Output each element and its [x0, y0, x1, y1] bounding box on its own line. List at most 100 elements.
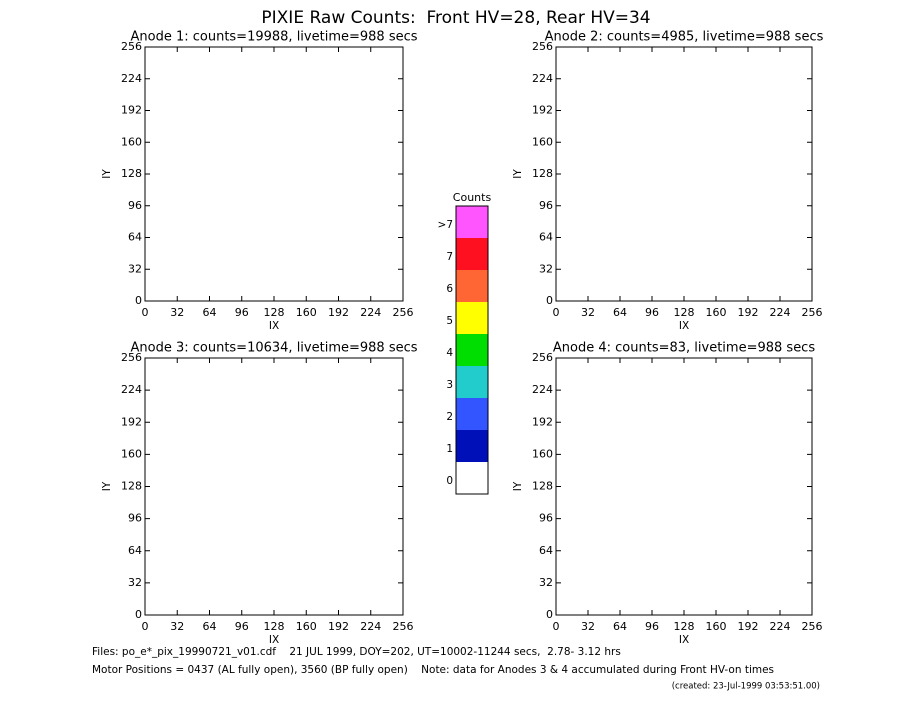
x-tick-label: 256 — [802, 306, 823, 319]
colorbar-frame — [455, 205, 489, 495]
x-tick-label: 32 — [170, 306, 184, 319]
x-tick-label: 256 — [393, 620, 414, 633]
colorbar-cell — [456, 334, 488, 366]
y-tick-label: 96 — [539, 199, 553, 212]
x-tick-label: 0 — [553, 620, 560, 633]
y-tick-label: 96 — [128, 199, 142, 212]
x-tick-label: 128 — [674, 306, 695, 319]
x-tick-label: 0 — [553, 306, 560, 319]
x-tick-label: 192 — [328, 620, 349, 633]
y-tick-label: 0 — [546, 608, 553, 621]
y-tick-label: 224 — [121, 383, 142, 396]
panel-title: Anode 2: counts=4985, livetime=988 secs — [545, 30, 824, 45]
y-tick-label: 192 — [532, 415, 553, 428]
colorbar-label: 2 — [446, 411, 453, 423]
y-axis-label: IY — [101, 481, 113, 491]
y-tick-label: 192 — [121, 104, 142, 117]
colorbar-title: Counts — [453, 191, 492, 204]
x-tick-label: 96 — [235, 620, 249, 633]
y-tick-label: 128 — [121, 167, 142, 180]
y-tick-label: 128 — [121, 480, 142, 493]
colorbar-label: 6 — [446, 283, 453, 295]
y-tick-label: 256 — [121, 40, 142, 53]
colorbar-cell — [456, 270, 488, 302]
y-tick-label: 160 — [532, 135, 553, 148]
y-tick-label: 64 — [539, 544, 553, 557]
x-tick-label: 64 — [203, 620, 217, 633]
y-tick-label: 96 — [128, 512, 142, 525]
colorbar-label: 3 — [446, 379, 453, 391]
x-tick-label: 0 — [142, 306, 149, 319]
x-tick-label: 160 — [296, 306, 317, 319]
x-tick-label: 192 — [328, 306, 349, 319]
x-tick-label: 128 — [264, 306, 285, 319]
y-tick-label: 128 — [532, 480, 553, 493]
plot-frame — [144, 46, 404, 302]
colorbar-label: 1 — [446, 443, 453, 455]
panel-title: Anode 1: counts=19988, livetime=988 secs — [130, 30, 417, 45]
x-tick-label: 224 — [360, 620, 381, 633]
y-tick-label: 64 — [128, 231, 142, 244]
y-tick-label: 160 — [532, 447, 553, 460]
y-tick-label: 192 — [532, 104, 553, 117]
y-tick-label: 256 — [532, 351, 553, 364]
x-axis-label: IX — [679, 634, 689, 646]
x-tick-label: 256 — [802, 620, 823, 633]
y-tick-label: 224 — [121, 72, 142, 85]
plot-frame — [555, 46, 813, 302]
x-tick-label: 64 — [613, 620, 627, 633]
y-tick-label: 0 — [546, 294, 553, 307]
y-tick-label: 224 — [532, 383, 553, 396]
x-tick-label: 128 — [674, 620, 695, 633]
x-tick-label: 32 — [581, 620, 595, 633]
y-tick-label: 160 — [121, 447, 142, 460]
y-tick-label: 96 — [539, 512, 553, 525]
x-tick-label: 96 — [235, 306, 249, 319]
panel-title: Anode 3: counts=10634, livetime=988 secs — [130, 341, 417, 356]
x-tick-label: 96 — [645, 306, 659, 319]
colorbar-cell — [456, 206, 488, 238]
x-tick-label: 0 — [142, 620, 149, 633]
y-tick-label: 32 — [128, 262, 142, 275]
x-tick-label: 224 — [770, 306, 791, 319]
y-tick-label: 192 — [121, 415, 142, 428]
y-tick-label: 32 — [128, 576, 142, 589]
colorbar-cell — [456, 366, 488, 398]
x-tick-label: 224 — [770, 620, 791, 633]
y-tick-label: 0 — [135, 608, 142, 621]
y-axis-label: IY — [101, 169, 113, 179]
colorbar-cell — [456, 238, 488, 270]
x-tick-label: 64 — [203, 306, 217, 319]
y-tick-label: 64 — [128, 544, 142, 557]
y-tick-label: 128 — [532, 167, 553, 180]
y-tick-label: 256 — [121, 351, 142, 364]
x-axis-label: IX — [269, 320, 279, 332]
colorbar-label: >7 — [438, 219, 453, 231]
x-tick-label: 128 — [264, 620, 285, 633]
x-tick-label: 96 — [645, 620, 659, 633]
colorbar-cell — [456, 398, 488, 430]
x-tick-label: 32 — [581, 306, 595, 319]
y-tick-label: 256 — [532, 40, 553, 53]
x-tick-label: 160 — [706, 620, 727, 633]
panel-title: Anode 4: counts=83, livetime=988 secs — [553, 341, 815, 356]
colorbar-label: 5 — [446, 315, 453, 327]
y-tick-label: 32 — [539, 576, 553, 589]
x-tick-label: 32 — [170, 620, 184, 633]
colorbar-cell — [456, 462, 488, 494]
x-tick-label: 160 — [706, 306, 727, 319]
x-tick-label: 256 — [393, 306, 414, 319]
plot-frame — [144, 357, 404, 616]
colorbar-label: 7 — [446, 251, 453, 263]
y-tick-label: 64 — [539, 231, 553, 244]
x-axis-label: IX — [679, 320, 689, 332]
colorbar-label: 0 — [446, 475, 453, 487]
footer-motor: Motor Positions = 0437 (AL fully open), … — [92, 664, 774, 676]
x-tick-label: 192 — [738, 620, 759, 633]
x-axis-label: IX — [269, 634, 279, 646]
x-tick-label: 64 — [613, 306, 627, 319]
colorbar-label: 4 — [446, 347, 453, 359]
x-tick-label: 160 — [296, 620, 317, 633]
footer-files: Files: po_e*_pix_19990721_v01.cdf 21 JUL… — [92, 646, 621, 658]
